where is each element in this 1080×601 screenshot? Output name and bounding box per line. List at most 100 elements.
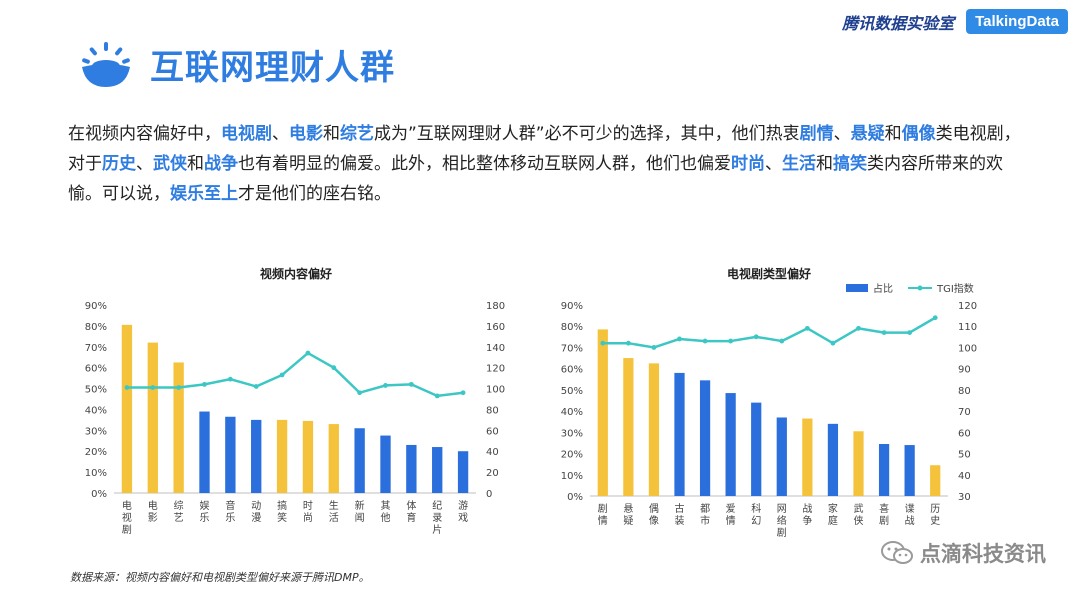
x-tick-char: 纪 [432, 500, 442, 512]
x-tick-char: 影 [148, 512, 158, 524]
x-tick-char: 争 [802, 514, 812, 527]
x-tick-char: 时 [303, 500, 313, 512]
x-tick-label: 纪录片 [432, 500, 442, 536]
bar-喜剧 [878, 444, 890, 496]
highlight-keyword: 悬疑 [850, 124, 885, 144]
x-tick-char: 庭 [828, 514, 838, 527]
chart-tv-genre: 电视剧类型偏好 0% 10% 20% 30% 40% 50% 60% 70% 80% 90% 30 40… [561, 266, 977, 539]
y-tick-label: 0% [91, 489, 107, 500]
bar-新闻 [354, 428, 365, 493]
x-tick-label: 都市 [700, 503, 710, 527]
highlight-keyword: 娱乐至上 [170, 184, 238, 204]
x-tick-char: 音 [225, 499, 235, 512]
x-tick-char: 幻 [751, 514, 761, 527]
x-tick-char: 乐 [225, 512, 235, 524]
y2-tick-label: 70 [958, 407, 971, 418]
x-tick-char: 艺 [174, 512, 184, 524]
intro-text: 和 [187, 154, 204, 174]
y2-tick-label: 90 [958, 365, 971, 376]
x-tick-label: 武侠 [854, 502, 864, 527]
bar-生活 [328, 424, 339, 493]
bar-时尚 [302, 420, 314, 493]
x-tick-label: 娱乐 [200, 499, 210, 524]
ingot-icon [82, 41, 130, 87]
bar-战争 [802, 418, 813, 496]
intro-text: 才是他们的座右铭。 [238, 184, 391, 204]
talkingdata-logo: TalkingData [966, 9, 1068, 34]
x-tick-char: 戏 [458, 512, 468, 524]
tgi-point-其他 [383, 383, 388, 388]
bar-家庭 [827, 423, 839, 496]
y2-tick-label: 100 [486, 385, 505, 396]
chart-video-content: 视频内容偏好 0% 10% 20% 30% 40% 50% 60% 70% 80% 90% 0 20 40… [85, 266, 505, 536]
tgi-point-古装 [677, 336, 682, 342]
x-tick-char: 爱 [726, 502, 736, 515]
x-tick-char: 战 [802, 503, 812, 515]
highlight-keyword: 剧情 [799, 124, 834, 144]
y2-tick-label: 100 [958, 343, 977, 354]
x-tick-char: 游 [458, 499, 468, 512]
y-tick-label: 90% [561, 301, 583, 312]
x-tick-char: 搞 [277, 499, 287, 512]
brand-text: 腾讯数据实验室 [842, 13, 955, 33]
watermark: 点滴科技资讯 [880, 538, 1046, 568]
y-tick-label: 50% [561, 386, 583, 397]
tgi-line [126, 351, 464, 398]
tgi-point-科幻 [753, 334, 759, 340]
x-tick-label: 动漫 [251, 500, 261, 524]
x-tick-char: 活 [329, 512, 339, 524]
x-tick-char: 闻 [355, 511, 365, 524]
y-tick-label: 30% [85, 426, 107, 437]
tgi-point-音乐 [227, 376, 233, 382]
tgi-point-电视剧 [124, 385, 130, 390]
x-tick-char: 他 [381, 511, 391, 524]
tgi-point-娱乐 [202, 381, 207, 387]
bar-娱乐 [199, 411, 210, 493]
x-tick-char: 悬 [623, 503, 633, 515]
page-title: 互联网理财人群 [150, 48, 395, 88]
tgi-point-网络剧 [779, 338, 785, 344]
tgi-point-纪录片 [434, 393, 440, 399]
tgi-point-悬疑 [625, 340, 631, 346]
y-tick-label: 40% [561, 407, 583, 418]
x-tick-char: 剧 [879, 515, 889, 527]
y-tick-label: 10% [85, 468, 107, 479]
x-tick-char: 电 [148, 499, 158, 512]
highlight-keyword: 生活 [782, 154, 816, 174]
y-tick-label: 30% [561, 428, 583, 439]
bar-剧情 [597, 329, 608, 496]
bar-偶像 [648, 363, 660, 496]
bar-历史 [930, 465, 941, 496]
x-tick-label: 科幻 [751, 502, 761, 527]
tgi-point-都市 [702, 338, 708, 344]
intro-text: 和 [323, 124, 340, 144]
y-tick-label: 0% [567, 492, 583, 503]
watermark-text: 点滴科技资讯 [920, 542, 1046, 566]
x-tick-label: 生活 [329, 499, 339, 524]
x-tick-label: 战争 [802, 503, 812, 527]
highlight-keyword: 电影 [289, 124, 323, 144]
bar-电视剧 [121, 324, 133, 493]
y-tick-label: 50% [85, 385, 107, 396]
page-header: 互联网理财人群 [78, 40, 395, 89]
highlight-keyword: 综艺 [340, 124, 374, 144]
x-tick-char: 育 [406, 511, 416, 524]
y-tick-label: 10% [561, 471, 583, 482]
bar-体育 [406, 444, 417, 493]
bar-科幻 [751, 402, 762, 496]
x-tick-label: 体育 [406, 500, 416, 524]
tgi-point-搞笑 [279, 372, 285, 378]
bar-动漫 [251, 419, 262, 493]
y-tick-label: 20% [561, 450, 583, 461]
x-tick-char: 战 [905, 515, 915, 527]
bar-音乐 [225, 416, 236, 493]
wechat-icon [881, 541, 913, 564]
tgi-point-历史 [932, 315, 938, 321]
highlight-keyword: 历史 [102, 154, 136, 174]
y2-tick-label: 50 [958, 450, 971, 461]
x-tick-char: 网 [777, 503, 787, 515]
intro-text: 也有着明显的偏爱。此外，相比整体移动互联网人群，他们也偏爱 [238, 154, 731, 174]
y2-tick-label: 120 [958, 301, 977, 312]
y-tick-label: 60% [85, 364, 107, 375]
x-tick-label: 其他 [381, 500, 391, 524]
